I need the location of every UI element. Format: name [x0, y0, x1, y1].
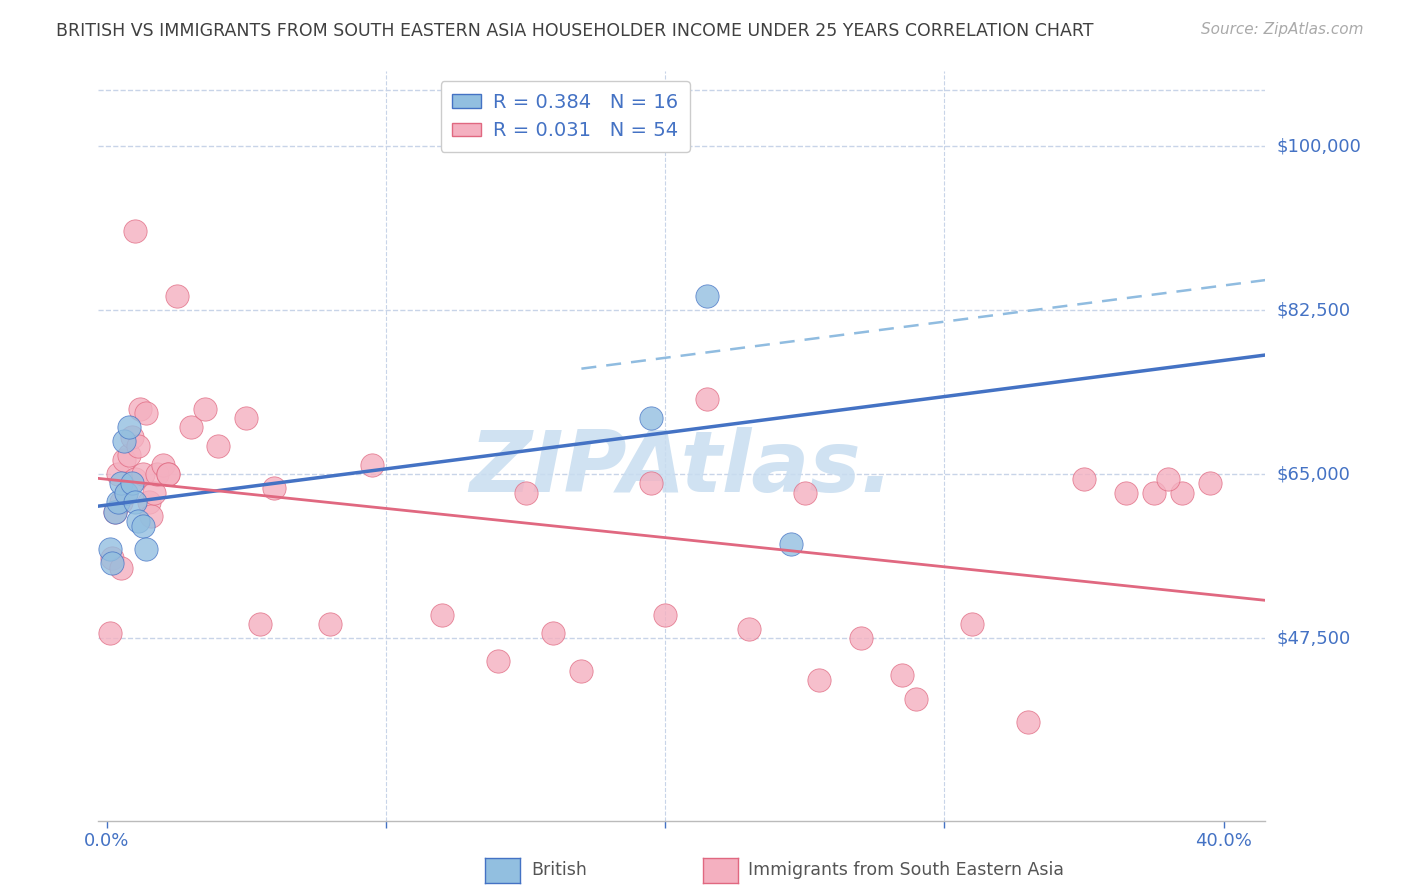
Point — [235, 410, 257, 425]
Point — [138, 495, 160, 509]
Point — [640, 476, 662, 491]
Point — [807, 673, 830, 688]
Point — [115, 485, 138, 500]
Point — [152, 458, 174, 472]
Point — [104, 505, 127, 519]
Point — [543, 626, 565, 640]
Point — [361, 458, 384, 472]
Point — [166, 289, 188, 303]
Point — [101, 556, 124, 570]
Point — [1115, 485, 1137, 500]
Point — [1170, 485, 1192, 500]
Point — [124, 224, 146, 238]
Point — [110, 561, 132, 575]
Point — [738, 622, 761, 636]
Text: BRITISH VS IMMIGRANTS FROM SOUTH EASTERN ASIA HOUSEHOLDER INCOME UNDER 25 YEARS : BRITISH VS IMMIGRANTS FROM SOUTH EASTERN… — [56, 22, 1094, 40]
Point — [135, 406, 157, 420]
Point — [101, 551, 124, 566]
Point — [654, 607, 676, 622]
Point — [143, 485, 166, 500]
Point — [127, 514, 149, 528]
Point — [141, 509, 163, 524]
Point — [129, 401, 152, 416]
Point — [98, 626, 121, 640]
Point — [157, 467, 180, 482]
Point — [249, 617, 271, 632]
Text: $65,000: $65,000 — [1277, 465, 1350, 483]
Text: $82,500: $82,500 — [1277, 301, 1351, 319]
Point — [1157, 472, 1180, 486]
Point — [132, 467, 155, 482]
Point — [110, 495, 132, 509]
Point — [110, 476, 132, 491]
Point — [112, 453, 135, 467]
Point — [207, 439, 229, 453]
Point — [515, 485, 537, 500]
Point — [696, 392, 718, 407]
Point — [571, 664, 593, 678]
Point — [132, 518, 155, 533]
Point — [696, 289, 718, 303]
Text: $47,500: $47,500 — [1277, 629, 1351, 647]
Point — [112, 434, 135, 449]
Point — [486, 655, 509, 669]
Point — [157, 467, 180, 482]
Point — [263, 481, 285, 495]
Point — [135, 542, 157, 557]
Text: ZIPAtlas.: ZIPAtlas. — [470, 427, 894, 510]
Point — [107, 467, 129, 482]
Point — [115, 485, 138, 500]
Point — [104, 505, 127, 519]
Point — [1017, 715, 1039, 730]
Point — [180, 420, 202, 434]
Text: British: British — [531, 861, 588, 879]
Point — [146, 467, 169, 482]
Point — [640, 410, 662, 425]
Legend: R = 0.384   N = 16, R = 0.031   N = 54: R = 0.384 N = 16, R = 0.031 N = 54 — [440, 81, 690, 153]
Point — [98, 542, 121, 557]
Point — [118, 449, 141, 463]
Point — [793, 485, 815, 500]
Text: Source: ZipAtlas.com: Source: ZipAtlas.com — [1201, 22, 1364, 37]
Point — [124, 495, 146, 509]
Point — [1073, 472, 1095, 486]
Point — [779, 537, 801, 551]
Text: Immigrants from South Eastern Asia: Immigrants from South Eastern Asia — [748, 861, 1064, 879]
Point — [962, 617, 984, 632]
Point — [193, 401, 215, 416]
Point — [891, 668, 914, 682]
Point — [118, 420, 141, 434]
Point — [849, 631, 872, 645]
Point — [319, 617, 342, 632]
Point — [430, 607, 453, 622]
Point — [1143, 485, 1166, 500]
Point — [121, 430, 143, 444]
Point — [107, 495, 129, 509]
Point — [1198, 476, 1220, 491]
Point — [124, 472, 146, 486]
Point — [905, 692, 928, 706]
Point — [121, 476, 143, 491]
Text: $100,000: $100,000 — [1277, 137, 1361, 155]
Point — [127, 439, 149, 453]
